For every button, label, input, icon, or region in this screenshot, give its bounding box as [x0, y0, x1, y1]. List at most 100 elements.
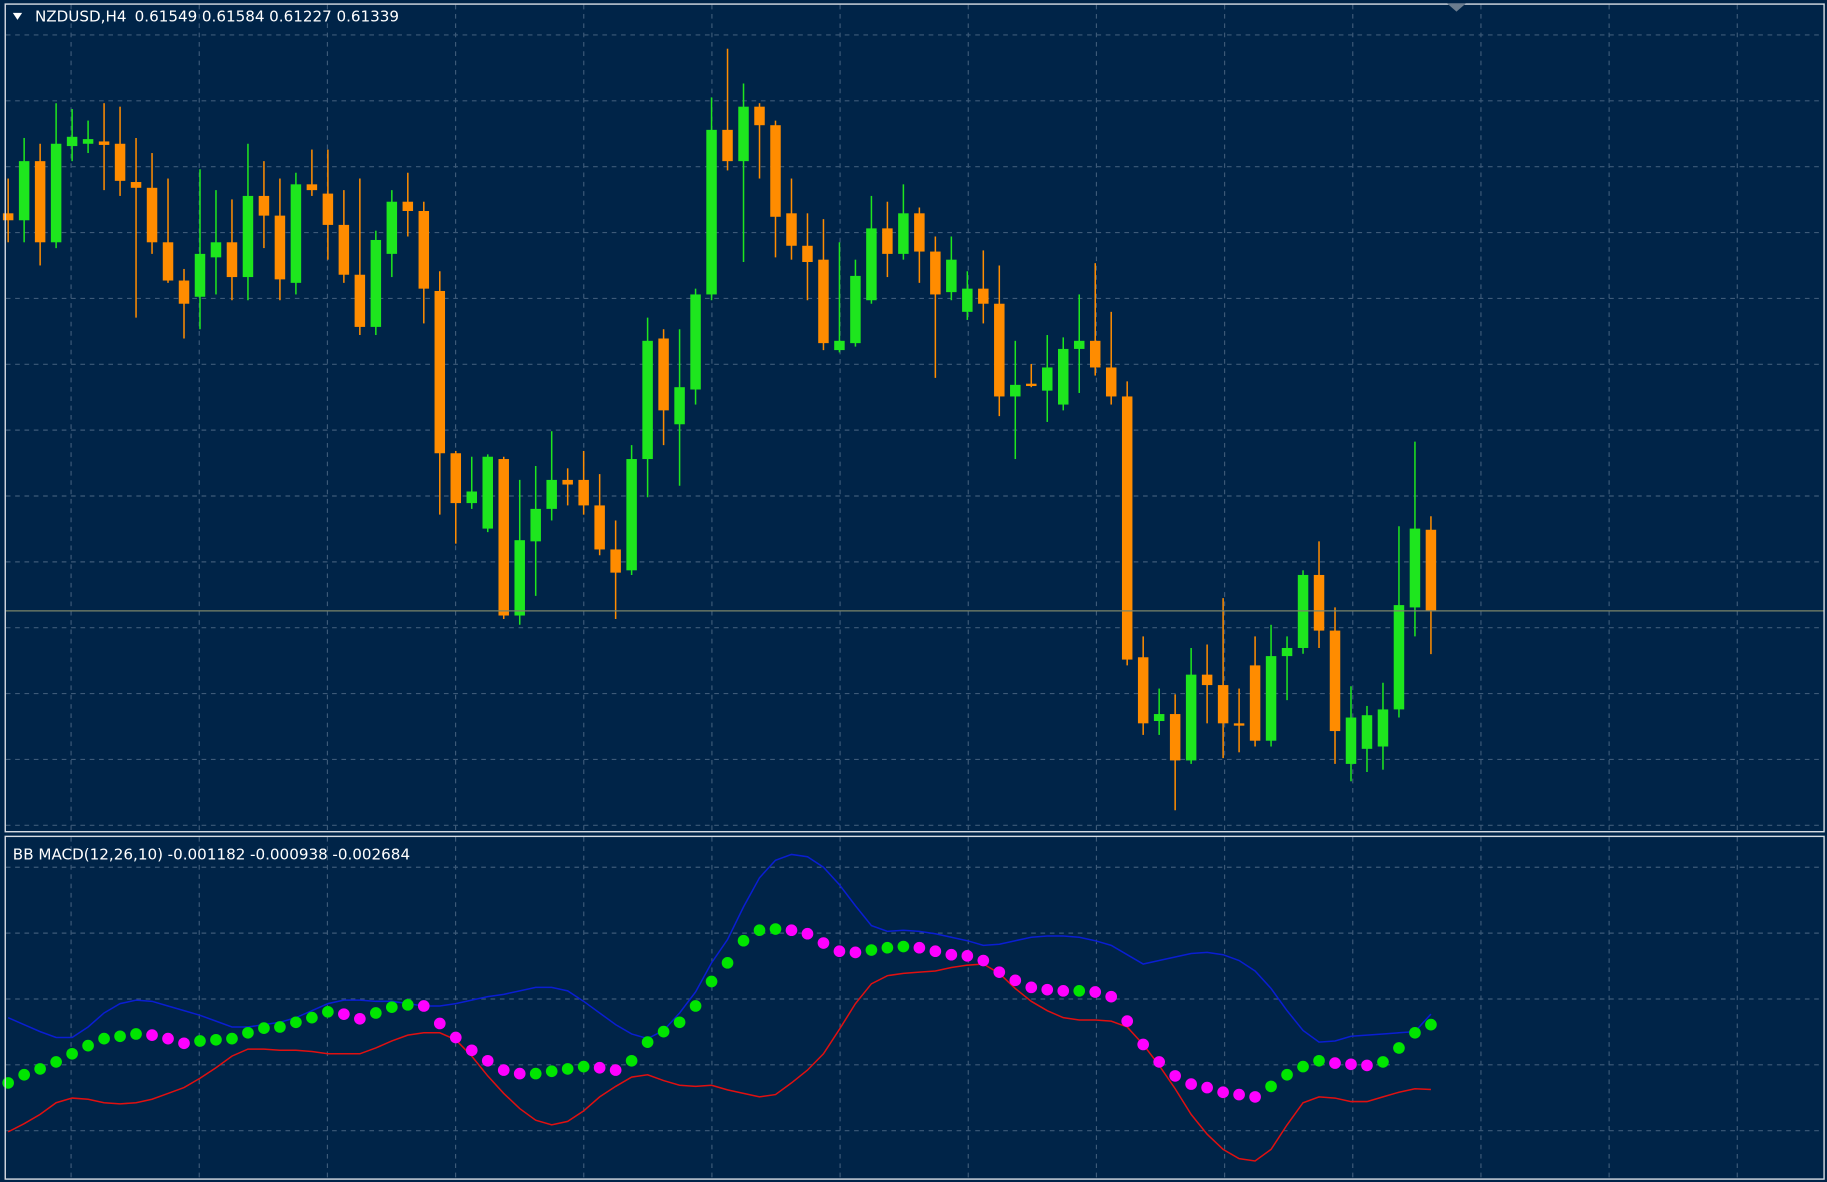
- band-line: [7, 853, 1432, 1043]
- symbol-title: NZDUSD,H4: [35, 7, 127, 25]
- macd-dot: [1105, 990, 1118, 1003]
- macd-dot: [1169, 1070, 1181, 1082]
- candle-body: [402, 201, 414, 211]
- macd-dot: [1265, 1080, 1277, 1093]
- macd-dot: [401, 998, 414, 1011]
- candle-body: [546, 479, 557, 509]
- macd-dot: [1425, 1018, 1437, 1031]
- macd-dot: [545, 1065, 558, 1078]
- candle-body: [1393, 605, 1405, 710]
- macd-dot: [1137, 1038, 1150, 1051]
- candle-body: [1201, 674, 1213, 686]
- indicator-title: BB MACD(12,26,10): [13, 845, 163, 863]
- candle-body: [1042, 367, 1053, 391]
- macd-dot: [178, 1037, 190, 1050]
- macd-dot: [226, 1032, 238, 1045]
- candle-body: [34, 161, 46, 243]
- dropdown-arrow[interactable]: [12, 12, 23, 20]
- candle-body: [994, 303, 1005, 397]
- macd-dot: [1329, 1057, 1341, 1069]
- macd-dot: [1217, 1086, 1229, 1099]
- macd-dot: [673, 1016, 686, 1029]
- candle-body: [1265, 656, 1277, 741]
- candle-body: [82, 139, 94, 144]
- macd-dot: [1281, 1068, 1293, 1081]
- macd-dot: [465, 1044, 478, 1057]
- macd-dot: [1201, 1081, 1213, 1094]
- candle-body: [450, 453, 462, 504]
- candle-body: [642, 340, 653, 460]
- macd-dot: [897, 940, 910, 953]
- candle-body: [498, 459, 509, 616]
- main-header: NZDUSD,H4 0.61549 0.61584 0.61227 0.61339: [35, 7, 399, 25]
- candle-body: [1105, 367, 1117, 397]
- candle-body: [930, 251, 941, 295]
- macd-dot: [737, 934, 750, 947]
- shift-marker: [1447, 3, 1466, 12]
- macd-dot: [98, 1032, 110, 1045]
- macd-dot: [721, 957, 734, 969]
- macd-dot: [1153, 1056, 1165, 1068]
- candle-body: [1169, 714, 1181, 761]
- macd-dot: [1185, 1078, 1197, 1090]
- candle-body: [1249, 665, 1261, 741]
- candle-body: [114, 143, 126, 181]
- macd-dot: [977, 954, 990, 967]
- candle-body: [418, 210, 430, 289]
- macd-dot: [961, 950, 974, 962]
- macd-dot: [370, 1007, 382, 1019]
- candle-body: [1026, 383, 1037, 387]
- candle-body: [18, 161, 30, 221]
- candle-body: [386, 201, 398, 254]
- macd-dot: [1089, 986, 1102, 998]
- candle-body: [1425, 529, 1437, 611]
- candle-body: [1137, 657, 1149, 724]
- candle-body: [66, 136, 78, 147]
- macd-dot: [146, 1029, 158, 1041]
- macd-dot: [194, 1035, 206, 1047]
- macd-dot: [338, 1008, 350, 1020]
- macd-dot: [785, 924, 798, 937]
- macd-dot: [433, 1017, 446, 1030]
- candle-body: [674, 387, 685, 425]
- open-value: 0.61549: [135, 7, 198, 25]
- candle-body: [338, 224, 350, 275]
- candle-body: [1121, 396, 1133, 660]
- candle-body: [1153, 714, 1165, 722]
- candle-body: [802, 245, 813, 262]
- candle-body: [162, 242, 174, 281]
- macd-dot: [641, 1036, 654, 1048]
- candle-body: [850, 275, 861, 344]
- candle-body: [290, 184, 302, 283]
- candle-body: [914, 213, 925, 252]
- candle-body: [962, 288, 973, 312]
- macd-dot: [689, 1000, 702, 1012]
- candle-body: [1185, 674, 1197, 761]
- macd-dot: [1057, 985, 1070, 997]
- macd-dot: [449, 1031, 462, 1044]
- candle-body: [514, 540, 525, 616]
- macd-dot: [322, 1005, 334, 1018]
- macd-dot: [881, 941, 894, 954]
- candle-body: [2, 213, 14, 221]
- candle-body: [946, 259, 957, 293]
- upper-band-value: -0.000938: [250, 845, 328, 863]
- candle-body: [610, 549, 621, 573]
- macd-dot: [833, 945, 846, 958]
- candle-body: [226, 242, 238, 278]
- macd-dot: [290, 1016, 302, 1029]
- macd-dot: [1361, 1059, 1373, 1072]
- macd-dot: [705, 975, 718, 988]
- candle-body: [354, 274, 366, 327]
- macd-dot: [1249, 1091, 1261, 1103]
- candle-body: [50, 143, 62, 243]
- macd-dot: [114, 1030, 126, 1043]
- candle-body: [626, 459, 637, 571]
- candle-body: [1281, 647, 1293, 657]
- candle-body: [882, 228, 893, 254]
- candle-body: [178, 280, 190, 304]
- candle-body: [530, 508, 541, 542]
- candle-body: [322, 193, 334, 225]
- macd-dot: [162, 1032, 174, 1045]
- candle-body: [146, 187, 158, 243]
